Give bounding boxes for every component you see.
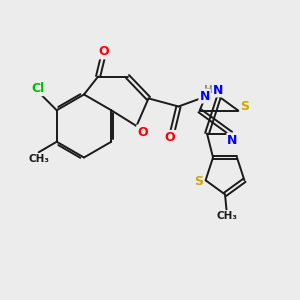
Text: H: H	[203, 85, 212, 95]
Text: Cl: Cl	[31, 82, 44, 95]
Text: CH₃: CH₃	[28, 154, 49, 164]
Text: O: O	[137, 125, 148, 139]
Text: N: N	[213, 83, 224, 97]
Text: S: S	[241, 100, 250, 113]
Text: O: O	[165, 131, 176, 144]
Text: S: S	[194, 175, 203, 188]
Text: N: N	[227, 134, 238, 147]
Text: CH₃: CH₃	[217, 211, 238, 221]
Text: N: N	[200, 89, 210, 103]
Text: O: O	[98, 45, 109, 58]
